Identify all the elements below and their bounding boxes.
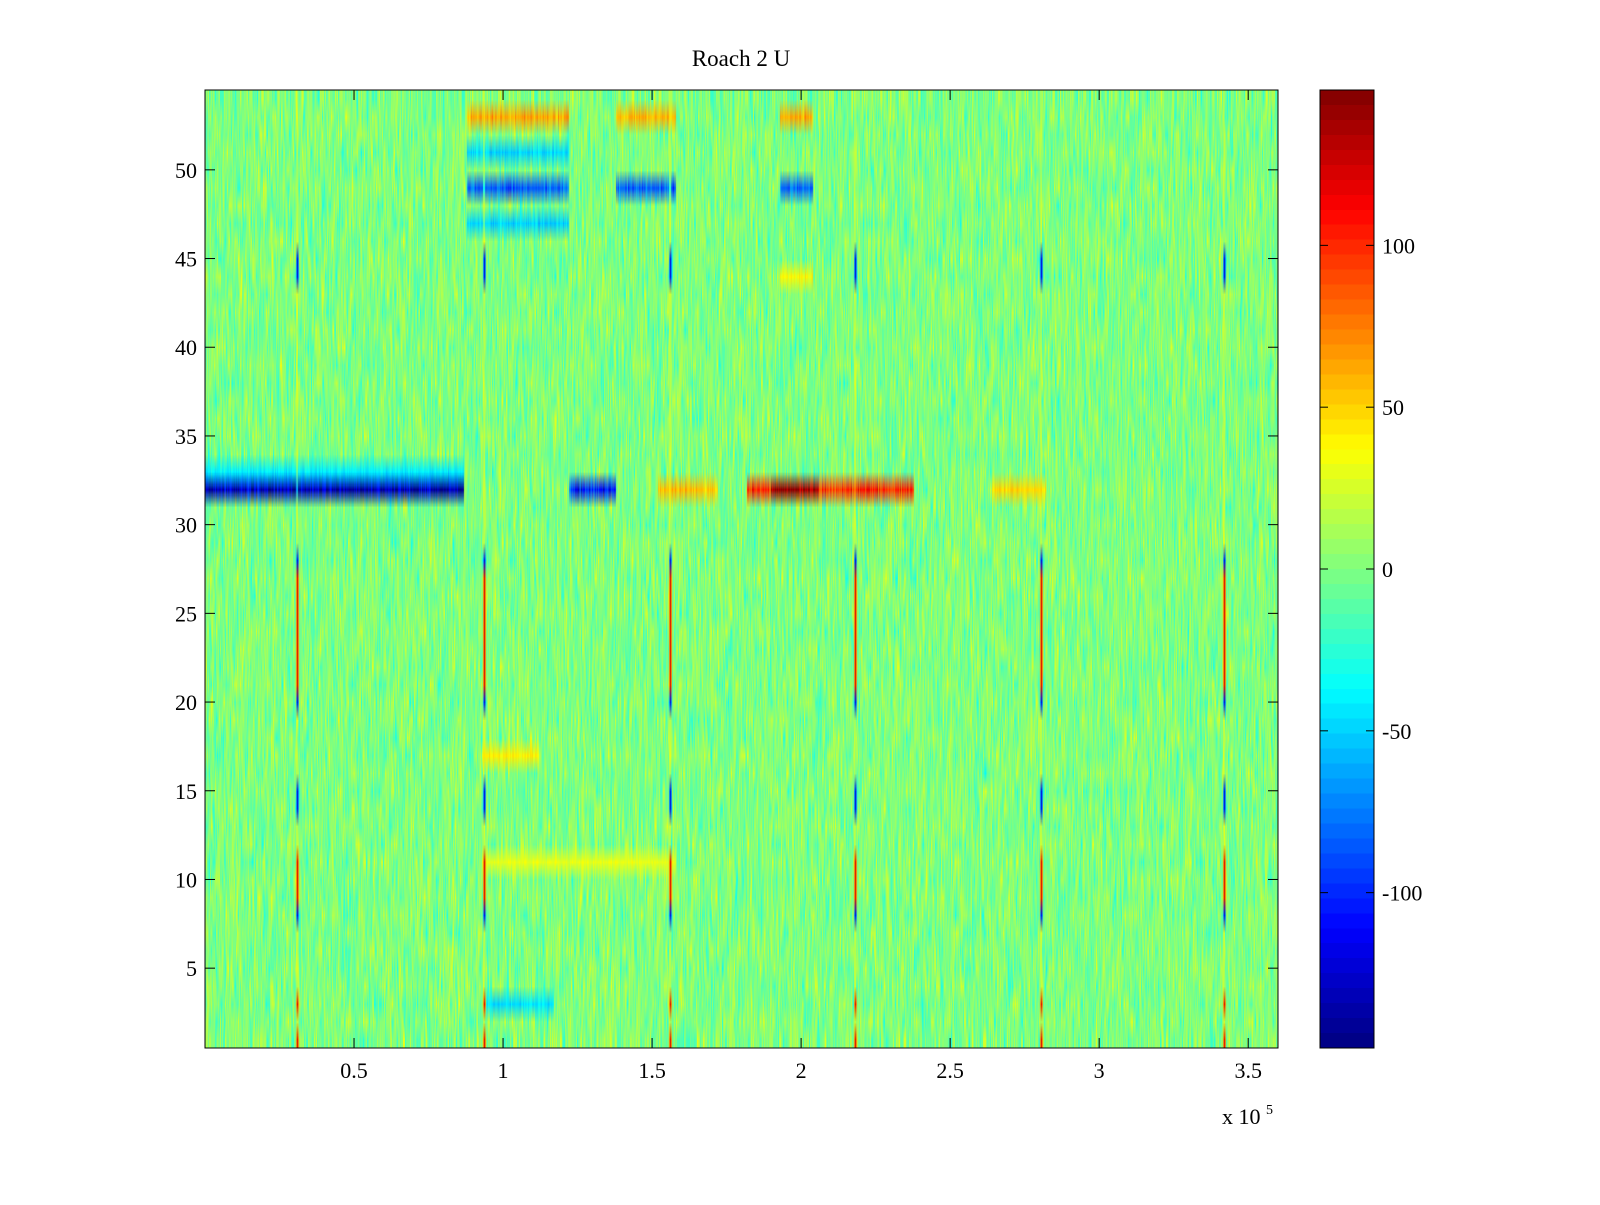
y-tick-label: 40	[175, 335, 197, 360]
y-tick-label: 30	[175, 513, 197, 538]
y-tick-label: 35	[175, 424, 197, 449]
plot-frame	[204, 89, 1279, 1049]
y-tick-label: 15	[175, 779, 197, 804]
x-tick-label: 0.5	[340, 1058, 368, 1083]
x-axis: 0.5 1 1.5 2 2.5 3 3.5	[340, 90, 1262, 1083]
x-axis-multiplier: x 10 5	[1222, 1103, 1273, 1129]
y-tick-label: 50	[175, 158, 197, 183]
colorbar-tick-label: -50	[1382, 719, 1411, 744]
y-tick-label: 45	[175, 247, 197, 272]
colorbar: 100 50 0 -50 -100	[1319, 89, 1422, 1049]
colorbar-gradient	[1320, 90, 1374, 1048]
x-tick-label: 3	[1094, 1058, 1105, 1083]
colorbar-tick-label: -100	[1382, 881, 1422, 906]
heatmap-image	[205, 90, 1278, 1048]
chart-title: Roach 2 U	[692, 46, 791, 71]
colorbar-ticks: 100 50 0 -50 -100	[1320, 233, 1422, 906]
x-multiplier-base: x 10	[1222, 1104, 1261, 1129]
colorbar-tick-label: 100	[1382, 233, 1415, 258]
x-tick-label: 1	[498, 1058, 509, 1083]
y-tick-label: 10	[175, 867, 197, 892]
x-multiplier-exponent: 5	[1266, 1103, 1273, 1118]
x-tick-label: 2.5	[936, 1058, 964, 1083]
x-tick-label: 1.5	[638, 1058, 666, 1083]
x-tick-label: 3.5	[1234, 1058, 1262, 1083]
y-tick-label: 20	[175, 690, 197, 715]
heatmap-area	[205, 90, 1278, 1048]
x-tick-label: 2	[796, 1058, 807, 1083]
y-tick-label: 25	[175, 601, 197, 626]
colorbar-tick-label: 0	[1382, 557, 1393, 582]
y-axis: 5 10 15 20 25 30 35 40 45 50	[175, 158, 1278, 981]
colorbar-tick-label: 50	[1382, 395, 1404, 420]
y-tick-label: 5	[186, 956, 197, 981]
